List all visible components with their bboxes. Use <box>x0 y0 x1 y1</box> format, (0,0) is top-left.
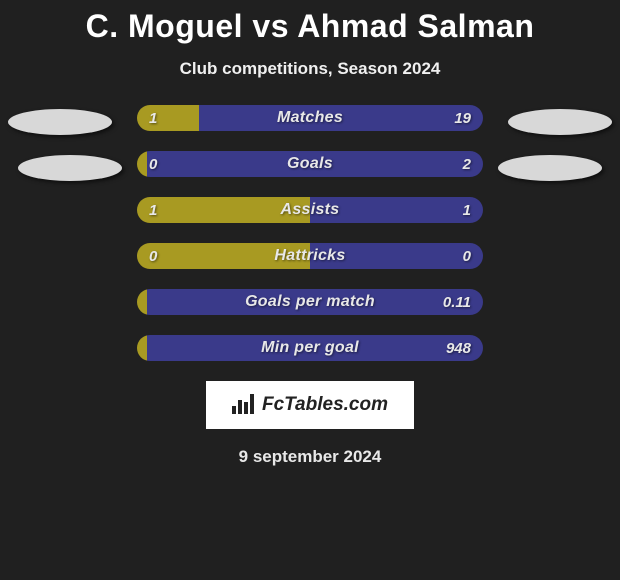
player-right-shadow-top <box>508 109 612 135</box>
subtitle: Club competitions, Season 2024 <box>0 59 620 79</box>
stat-value-left: 0 <box>149 151 157 177</box>
stat-row: Goals0 2 <box>137 151 483 177</box>
logo-box: FcTables.com <box>206 381 414 429</box>
logo-text: FcTables.com <box>262 394 388 416</box>
stat-bars: Matches119Goals02Assists11Hattricks00Goa… <box>0 105 620 361</box>
page-title: C. Moguel vs Ahmad Salman <box>0 8 620 45</box>
date-line: 9 september 2024 <box>0 447 620 467</box>
stat-value-right: 1 <box>463 197 471 223</box>
player-right-shadow-bottom <box>498 155 602 181</box>
stat-value-right: 2 <box>463 151 471 177</box>
stat-label: Assists <box>137 197 483 223</box>
stat-label: Goals per match <box>137 289 483 315</box>
stat-row: Hattricks0 0 <box>137 243 483 269</box>
stats-area: Matches119Goals02Assists11Hattricks00Goa… <box>0 105 620 361</box>
stat-label: Hattricks <box>137 243 483 269</box>
stat-value-left: 0 <box>149 243 157 269</box>
stat-value-left: 1 <box>149 197 157 223</box>
player-left-shadow-bottom <box>18 155 122 181</box>
stat-value-right: 0 <box>463 243 471 269</box>
stat-label: Matches <box>137 105 483 131</box>
stat-label: Min per goal <box>137 335 483 361</box>
stat-value-left: 1 <box>149 105 157 131</box>
comparison-widget: C. Moguel vs Ahmad Salman Club competiti… <box>0 0 620 467</box>
stat-row: Assists1 1 <box>137 197 483 223</box>
stat-value-right: 948 <box>446 335 471 361</box>
stat-row: Goals per match0.11 <box>137 289 483 315</box>
stat-row: Matches1 19 <box>137 105 483 131</box>
stat-value-right: 0.11 <box>443 289 471 315</box>
stat-value-right: 19 <box>454 105 471 131</box>
stat-label: Goals <box>137 151 483 177</box>
logo-chart-icon <box>232 392 256 419</box>
stat-row: Min per goal948 <box>137 335 483 361</box>
player-left-shadow-top <box>8 109 112 135</box>
